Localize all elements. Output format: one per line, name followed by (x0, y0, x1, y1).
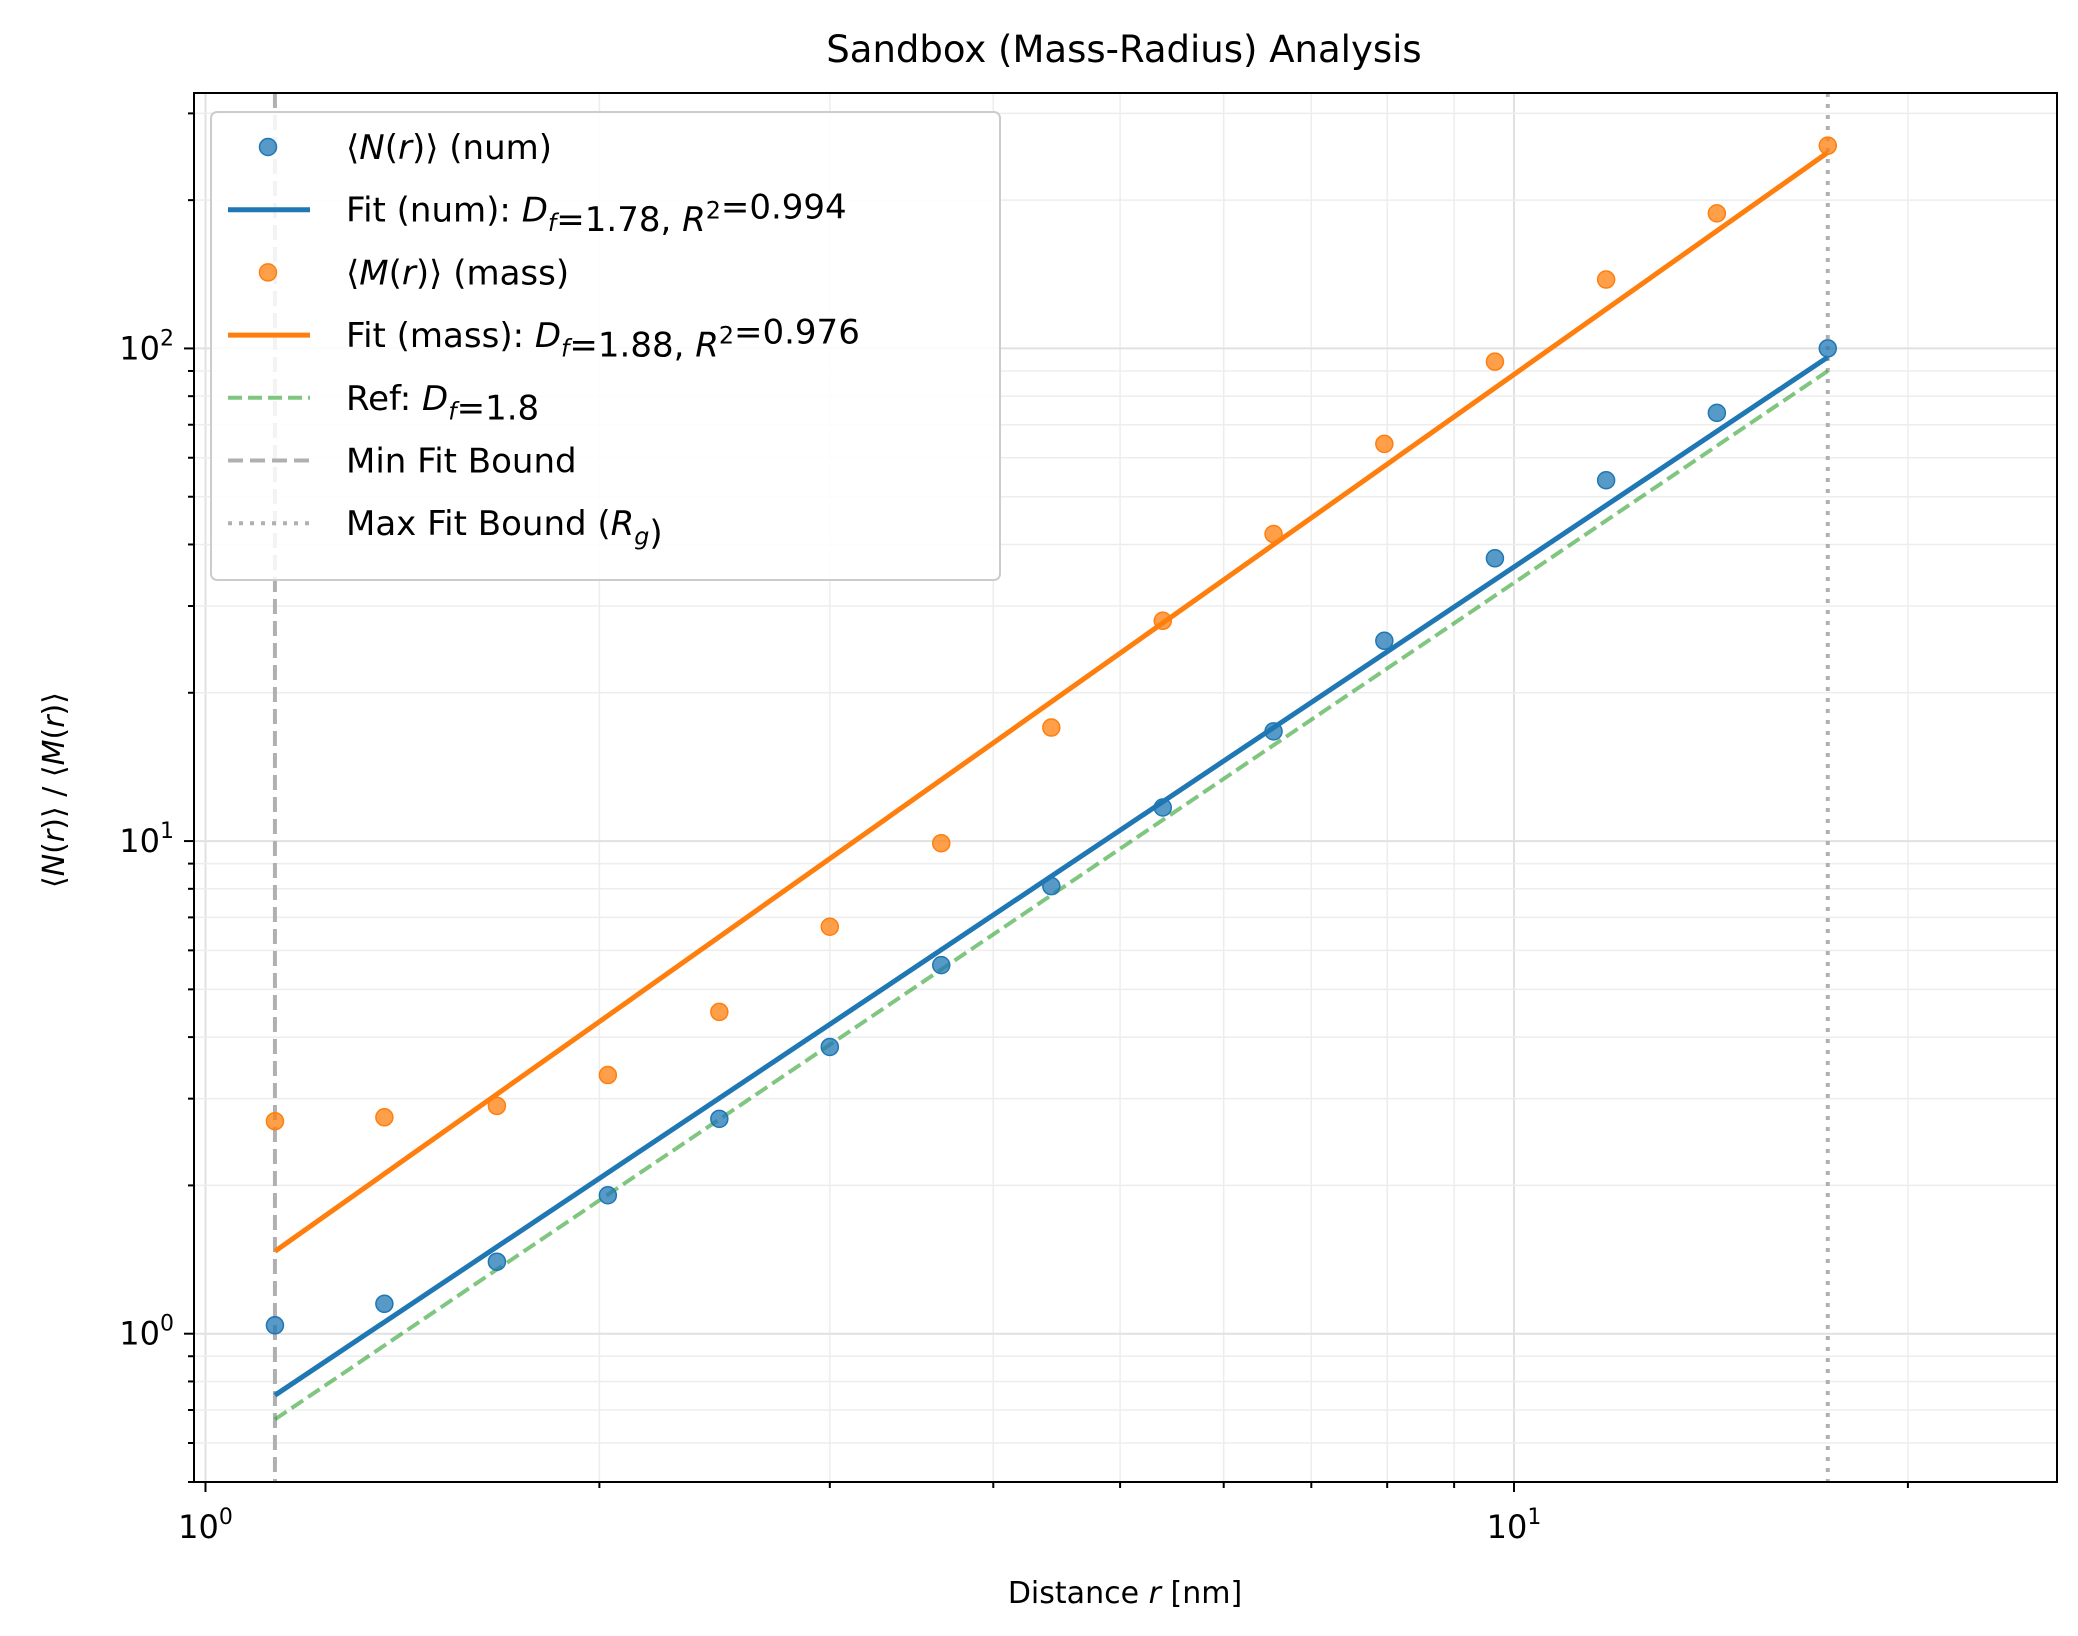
point-mass (487, 1096, 507, 1116)
point-mass (1707, 204, 1727, 223)
legend-label: Max Fit Bound (Rg) (346, 504, 663, 554)
fit-line-mass (273, 150, 1830, 1254)
point-mass (598, 1065, 618, 1085)
point-mass (710, 1002, 729, 1022)
data-points (265, 136, 1838, 1335)
point-mass (1264, 524, 1283, 544)
legend-item-min-bound: Min Fit Bound (228, 442, 577, 482)
point-num (1042, 876, 1061, 896)
point-mass (1596, 270, 1616, 289)
point-mass (1485, 352, 1505, 371)
y-tick-label: 102 (119, 326, 174, 367)
x-tick-label: 101 (1487, 1505, 1542, 1546)
legend-item-mass-fit: Fit (mass): Df=1.88, R2=0.976 (228, 313, 860, 366)
legend-label: ⟨M(r)⟩ (mass) (346, 253, 569, 293)
fit-lines (273, 150, 1830, 1422)
point-num (1485, 549, 1505, 568)
legend-label: Min Fit Bound (346, 442, 577, 482)
plot-area-frame (193, 92, 2058, 1483)
legend: ⟨N(r)⟩ (num) Fit (num): Df=1.78, R2=0.994… (210, 111, 1001, 581)
legend-item-num-points: ⟨N(r)⟩ (num) (258, 128, 552, 168)
ref-line (273, 369, 1829, 1422)
legend-item-max-bound: Max Fit Bound (Rg) (228, 504, 663, 554)
point-num (820, 1037, 840, 1057)
point-mass (1818, 136, 1838, 155)
point-mass (265, 1111, 285, 1131)
point-num (375, 1294, 394, 1314)
point-num (1375, 631, 1394, 651)
point-mass (1375, 434, 1394, 454)
fit-line-num (273, 355, 1830, 1398)
y-tick-label: 100 (119, 1312, 174, 1353)
chart-title: Sandbox (Mass-Radius) Analysis (826, 28, 1421, 71)
legend-item-mass-points: ⟨M(r)⟩ (mass) (258, 253, 569, 293)
axis-ticks: 100 101 100 101 102 (119, 112, 1909, 1546)
point-mass (932, 833, 951, 853)
legend-box (210, 111, 1001, 581)
x-axis-label: Distance r [nm] (1008, 1576, 1242, 1611)
point-num (1596, 471, 1616, 490)
point-mass (1153, 611, 1173, 631)
legend-item-num-fit: Fit (num): Df=1.78, R2=0.994 (228, 187, 847, 240)
x-axis-label-text: Distance r [nm] (1008, 1576, 1242, 1611)
legend-label: Fit (mass): Df=1.88, R2=0.976 (346, 313, 860, 366)
point-num (598, 1186, 618, 1205)
x-tick-label: 100 (178, 1505, 233, 1546)
y-axis-label-text: ⟨N(r)⟩ / ⟨M(r)⟩ (37, 692, 72, 888)
legend-swatch (258, 263, 278, 282)
point-num (265, 1316, 285, 1335)
point-mass (375, 1108, 394, 1127)
point-mass (820, 917, 840, 937)
y-tick-label: 101 (119, 819, 174, 860)
point-num (487, 1252, 507, 1271)
legend-label: Fit (num): Df=1.78, R2=0.994 (346, 187, 847, 240)
y-axis-label: ⟨N(r)⟩ / ⟨M(r)⟩ (37, 692, 72, 888)
point-num (1153, 798, 1173, 817)
legend-swatch (258, 137, 278, 157)
point-num (932, 955, 951, 975)
point-mass (1042, 718, 1061, 737)
legend-label: Ref: Df=1.8 (346, 379, 539, 429)
legend-label: ⟨N(r)⟩ (num) (346, 128, 552, 168)
point-num (1707, 403, 1727, 423)
point-num (710, 1109, 729, 1129)
point-num (1264, 722, 1283, 741)
legend-item-ref: Ref: Df=1.8 (228, 379, 539, 429)
point-num (1818, 339, 1838, 358)
